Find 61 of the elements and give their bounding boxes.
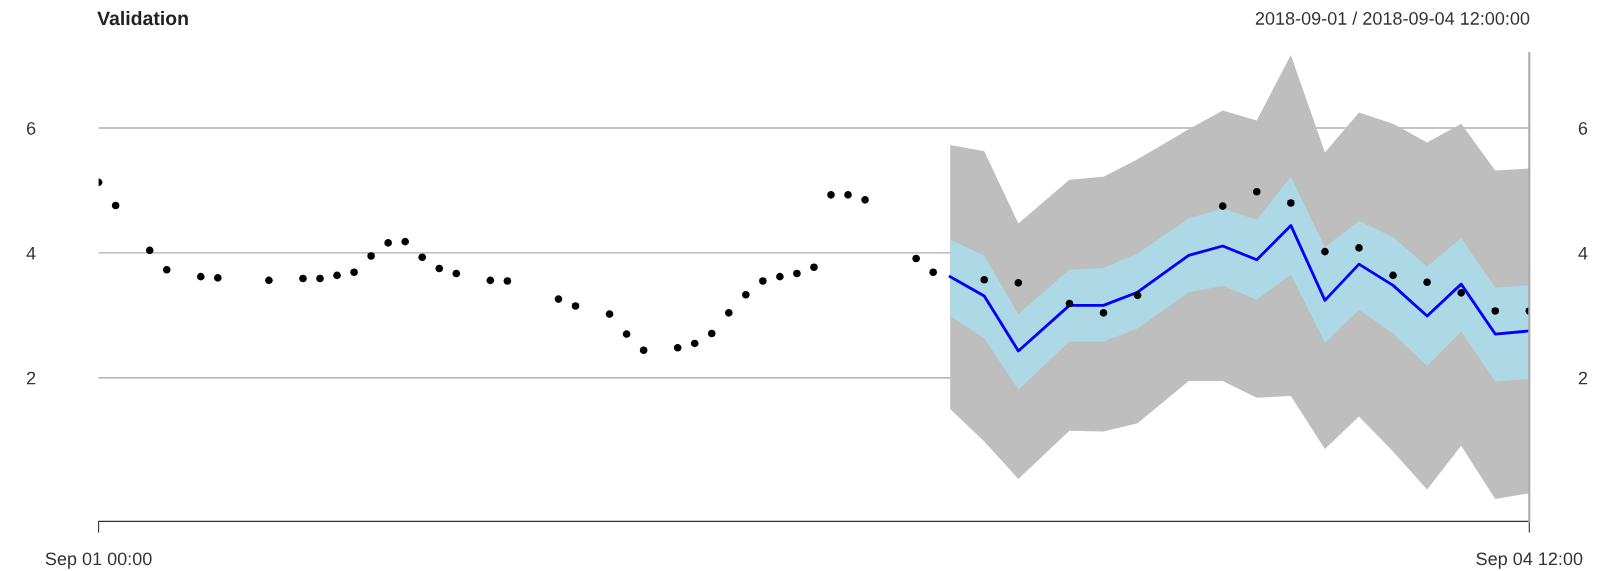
y-tick-label: 4 <box>26 247 36 260</box>
point <box>435 264 444 273</box>
y2-tick-label: 6 <box>1578 121 1588 135</box>
y-tick-label: 6 <box>26 121 36 135</box>
point <box>214 274 222 282</box>
point <box>401 237 409 246</box>
point <box>690 339 699 348</box>
point <box>554 295 563 303</box>
point <box>1457 289 1465 297</box>
point <box>1133 291 1142 300</box>
point <box>724 309 733 317</box>
point <box>673 344 682 352</box>
point <box>861 196 869 204</box>
point <box>486 276 495 285</box>
point <box>1491 307 1500 315</box>
point <box>503 277 512 285</box>
chart-subtitle: 2018-09-01 / 2018-09-04 12:00:00 <box>1255 11 1530 25</box>
point <box>1252 187 1261 196</box>
y2-tick-label: 4 <box>1578 247 1588 260</box>
point <box>316 274 324 283</box>
point <box>980 275 989 284</box>
point <box>912 254 920 263</box>
point <box>367 252 375 260</box>
point <box>844 191 852 199</box>
point <box>333 271 341 280</box>
point <box>384 239 392 247</box>
point <box>1218 202 1227 210</box>
point <box>1321 247 1329 256</box>
point <box>1065 299 1074 308</box>
point <box>452 269 461 278</box>
point <box>1014 279 1023 287</box>
point <box>929 268 937 277</box>
point <box>1423 278 1431 287</box>
point <box>196 272 205 281</box>
point <box>418 253 427 262</box>
chart-title: Validation <box>97 10 188 26</box>
point <box>776 272 784 281</box>
point <box>1099 309 1108 317</box>
point <box>707 329 716 338</box>
point <box>111 201 120 210</box>
point <box>145 246 154 255</box>
point <box>827 191 835 199</box>
x-tick-label: Sep 04 12:00 <box>1476 552 1583 569</box>
point <box>1287 199 1295 207</box>
point <box>571 302 580 310</box>
y2-tick-label: 2 <box>1578 371 1588 385</box>
y-tick-label: 2 <box>26 371 36 385</box>
point <box>742 290 750 299</box>
point <box>350 268 358 277</box>
point <box>759 277 767 285</box>
point <box>639 346 648 355</box>
x-tick-label: Sep 01 00:00 <box>45 552 152 569</box>
point <box>793 269 801 278</box>
point <box>810 263 818 272</box>
point <box>1355 244 1363 252</box>
point <box>162 265 171 274</box>
point <box>1389 271 1397 280</box>
point <box>605 310 614 318</box>
point <box>265 276 273 285</box>
point <box>299 274 307 283</box>
point <box>622 330 631 338</box>
